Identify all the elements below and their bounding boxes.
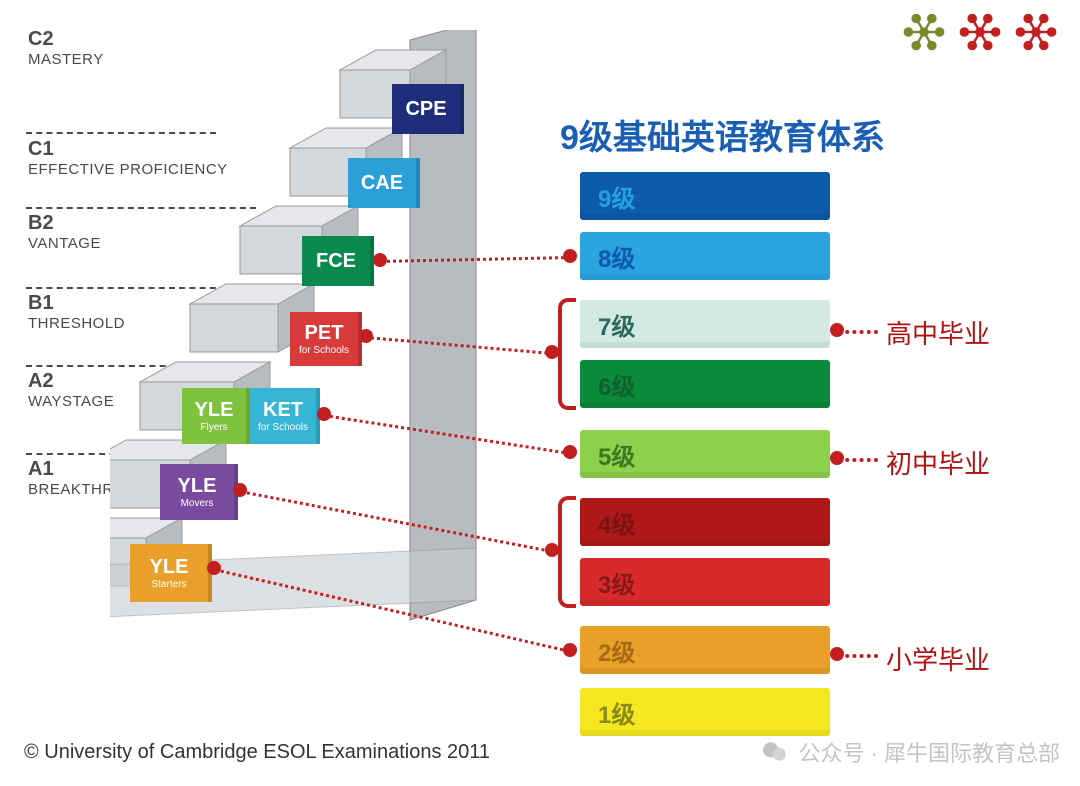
milestone-label: 小学毕业	[886, 640, 990, 677]
exam-block: YLEStarters	[130, 544, 212, 602]
connection-dot	[563, 249, 577, 263]
exam-label: YLE	[195, 399, 234, 422]
watermark-text: 公众号 · 犀牛国际教育总部	[798, 736, 1060, 768]
star-icon	[956, 8, 1004, 56]
exam-label: CAE	[361, 172, 403, 195]
star-icon	[900, 8, 948, 56]
level-label: 7级	[598, 307, 635, 342]
level-bar: 1级	[580, 688, 830, 736]
decorative-icons	[900, 8, 1060, 56]
level-bar: 9级	[580, 172, 830, 220]
level-bar: 3级	[580, 558, 830, 606]
exam-block: YLEFlyers	[182, 388, 250, 444]
milestone-label: 初中毕业	[886, 444, 990, 481]
exam-sublabel: for Schools	[258, 422, 308, 433]
exam-sublabel: Starters	[151, 579, 186, 590]
level-bar: 4级	[580, 498, 830, 546]
bracket	[558, 298, 576, 410]
level-label: 8级	[598, 239, 635, 274]
exam-label: CPE	[405, 98, 446, 121]
level-bar: 8级	[580, 232, 830, 280]
milestone-dots	[838, 330, 878, 334]
exam-sublabel: for Schools	[299, 345, 349, 356]
level-bar: 6级	[580, 360, 830, 408]
watermark: 公众号 · 犀牛国际教育总部	[762, 736, 1060, 768]
milestone-dots	[838, 458, 878, 462]
cefr-desc: MASTERY	[28, 51, 104, 68]
milestone-dot	[830, 323, 844, 337]
connection-dot	[207, 561, 221, 575]
cefr-level-label: A2WAYSTAGE	[28, 370, 114, 411]
exam-label: PET	[305, 322, 344, 345]
star-icon	[1012, 8, 1060, 56]
wechat-icon	[762, 739, 788, 765]
exam-block: YLEMovers	[160, 464, 238, 520]
exam-label: KET	[263, 399, 303, 422]
exam-block: KETfor Schools	[250, 388, 320, 444]
level-label: 1级	[598, 695, 635, 730]
cefr-desc: WAYSTAGE	[28, 393, 114, 410]
exam-label: FCE	[316, 250, 356, 273]
exam-label: YLE	[150, 556, 189, 579]
milestone-label: 高中毕业	[886, 314, 990, 351]
milestone-dot	[830, 647, 844, 661]
level-bar: 2级	[580, 626, 830, 674]
copyright-text: © University of Cambridge ESOL Examinati…	[24, 741, 490, 764]
connection-dot	[563, 445, 577, 459]
connection-dot	[545, 345, 559, 359]
exam-block: CPE	[392, 84, 464, 134]
exam-block: PETfor Schools	[290, 312, 362, 366]
level-bar: 5级	[580, 430, 830, 478]
connection-dot	[545, 543, 559, 557]
connection-dot	[373, 253, 387, 267]
level-label: 2级	[598, 633, 635, 668]
exam-block: CAE	[348, 158, 420, 208]
connection-dot	[563, 643, 577, 657]
level-label: 5级	[598, 437, 635, 472]
milestone-dots	[838, 654, 878, 658]
level-label: 6级	[598, 367, 635, 402]
exam-sublabel: Movers	[181, 498, 214, 509]
cefr-level-label: C2MASTERY	[28, 28, 104, 69]
milestone-dot	[830, 451, 844, 465]
connection-dot	[233, 483, 247, 497]
cefr-code: A2	[28, 370, 114, 393]
connection-dot	[317, 407, 331, 421]
exam-label: YLE	[178, 475, 217, 498]
level-bar: 7级	[580, 300, 830, 348]
cefr-desc: VANTAGE	[28, 235, 101, 252]
level-label: 9级	[598, 179, 635, 214]
level-label: 3级	[598, 565, 635, 600]
cefr-level-label: B2VANTAGE	[28, 212, 101, 253]
connection-dot	[359, 329, 373, 343]
right-title: 9级基础英语教育体系	[560, 110, 885, 159]
exam-sublabel: Flyers	[200, 422, 227, 433]
level-label: 4级	[598, 505, 635, 540]
cefr-code: C2	[28, 28, 104, 51]
bracket	[558, 496, 576, 608]
cefr-code: B2	[28, 212, 101, 235]
exam-block: FCE	[302, 236, 374, 286]
